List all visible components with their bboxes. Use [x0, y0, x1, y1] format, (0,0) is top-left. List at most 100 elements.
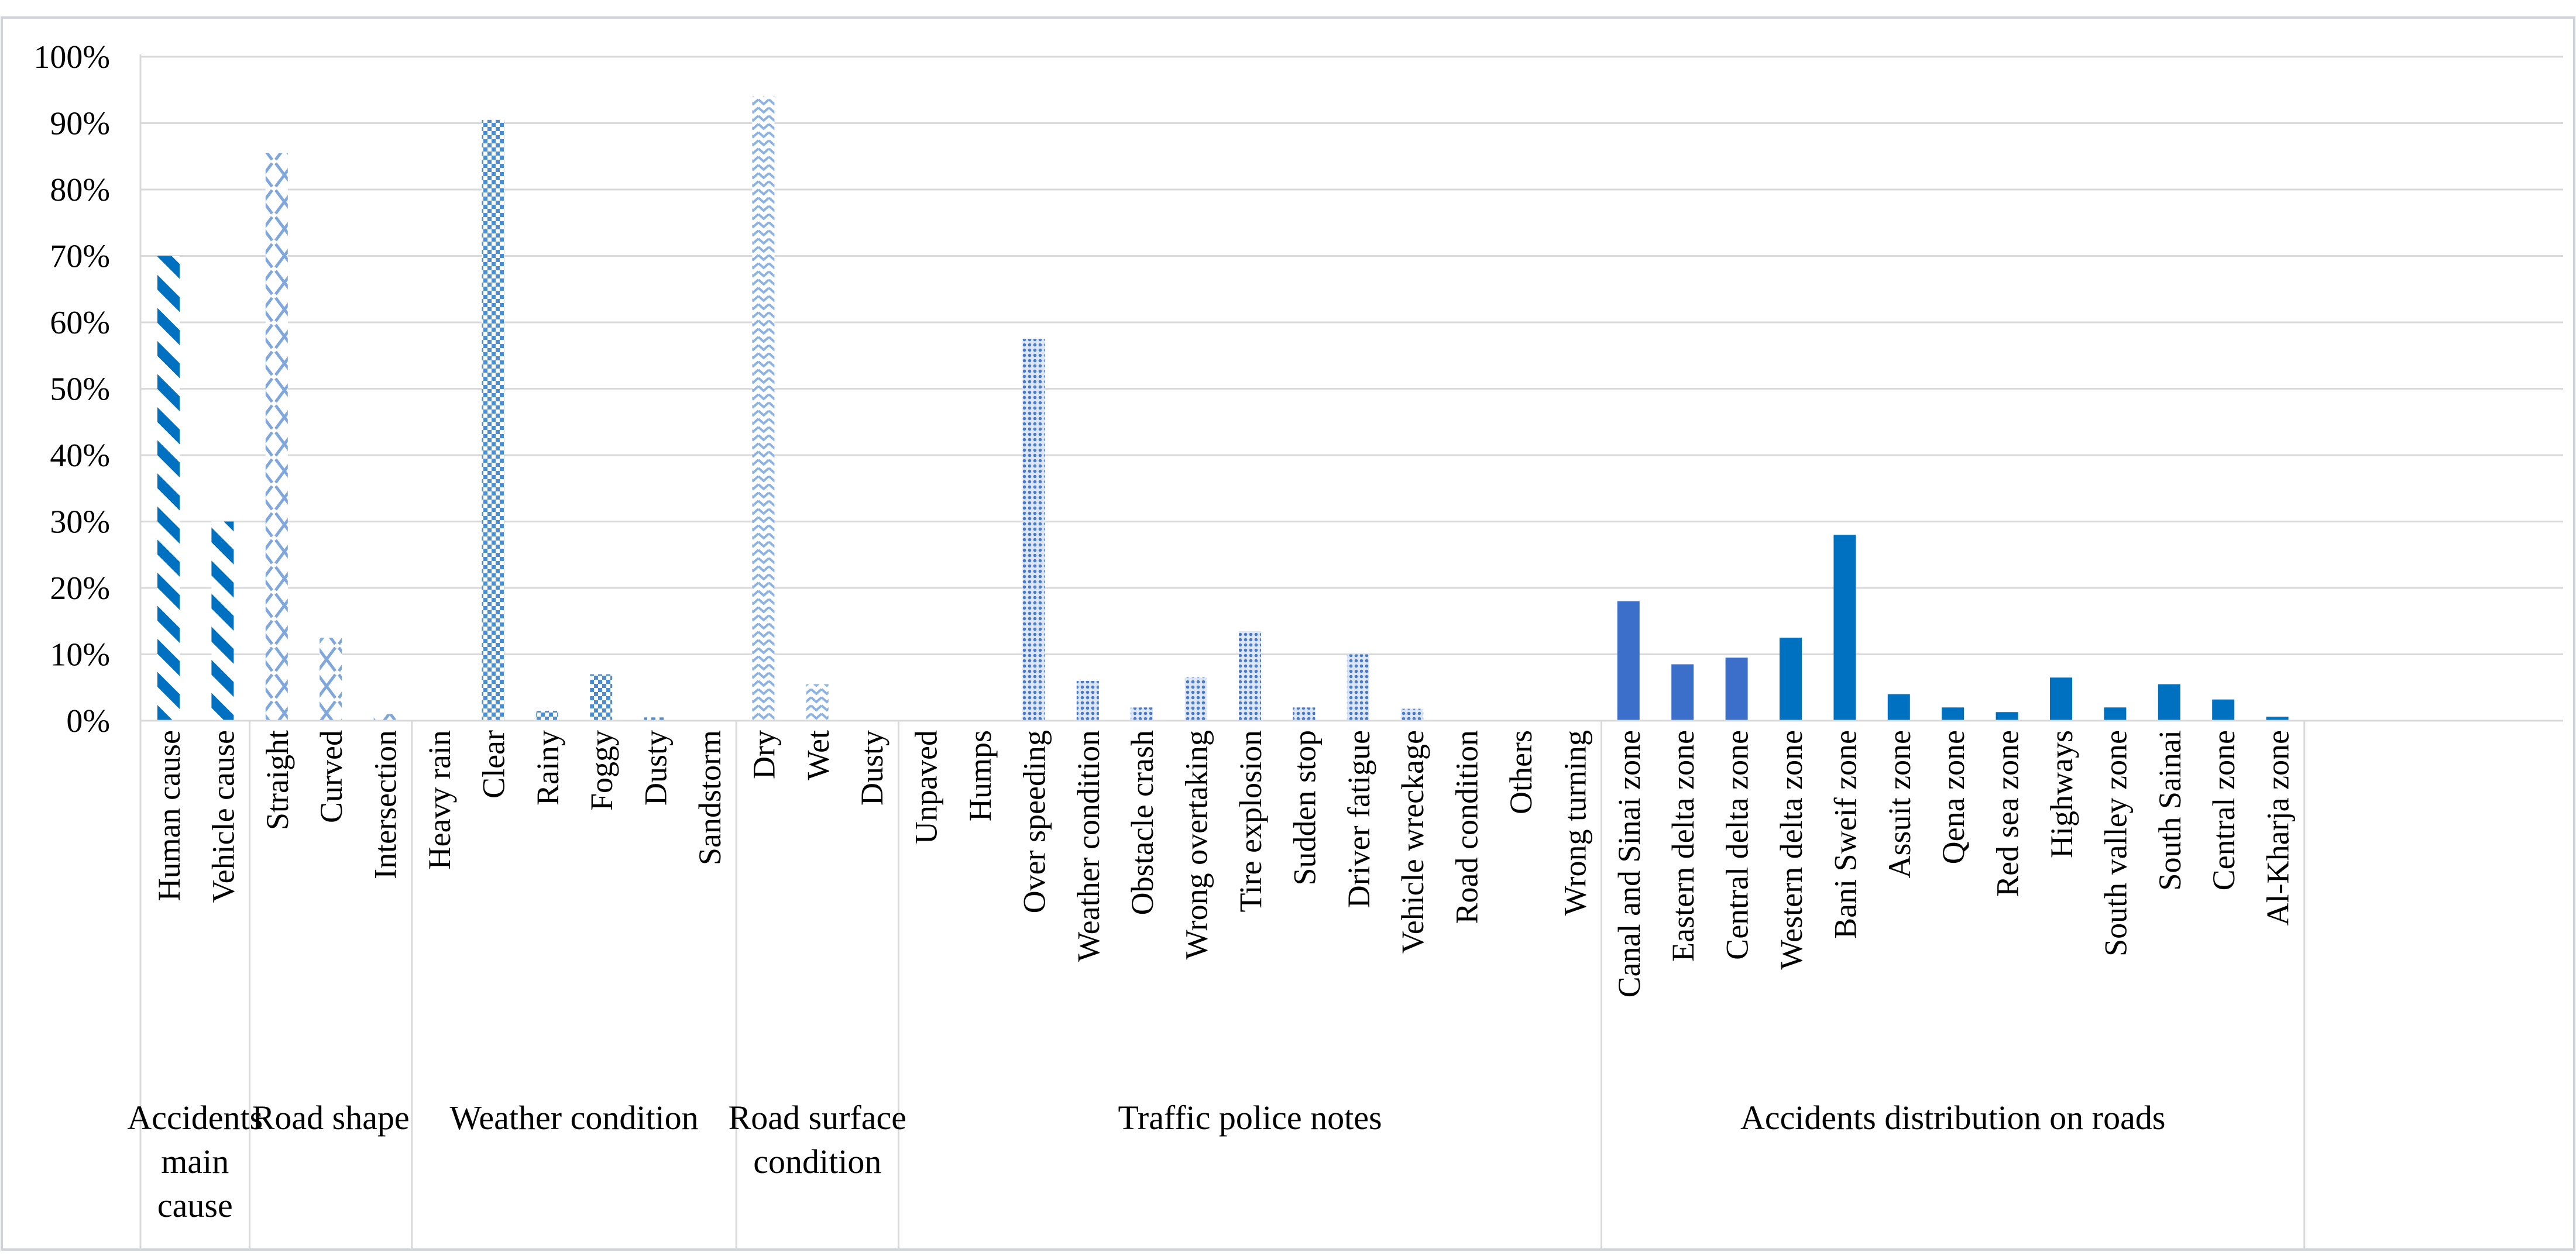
category-label: Highways	[2044, 730, 2079, 858]
bar-eastern-delta-zone	[1671, 664, 1694, 721]
category-label: Over speeding	[1016, 730, 1052, 913]
y-tick-label: 40%	[50, 438, 110, 474]
bar-bani-sweif-zone	[1833, 535, 1856, 721]
group-label: Road surface	[729, 1099, 906, 1137]
bar-curved	[320, 638, 342, 721]
category-label: Wrong overtaking	[1179, 730, 1214, 959]
bar-south-valley-zone	[2104, 707, 2127, 721]
bar-driver-fatigue	[1347, 654, 1369, 721]
category-label: Obstacle crash	[1125, 730, 1160, 915]
bar-vehicle-cause	[211, 521, 234, 721]
group-label: condition	[753, 1143, 881, 1181]
group-label: Accidents distribution on roads	[1740, 1099, 2166, 1137]
category-label: Humps	[963, 730, 998, 821]
bar-assuit-zone	[1887, 694, 1910, 721]
category-label: Dry	[746, 730, 781, 779]
bar-central-delta-zone	[1725, 658, 1748, 721]
category-label: Central delta zone	[1720, 730, 1755, 960]
category-label: Vehicle cause	[205, 730, 241, 903]
bar-wrong-overtaking	[1184, 677, 1207, 721]
bar-foggy	[590, 674, 613, 721]
group-label: cause	[157, 1186, 233, 1224]
category-label: Dusty	[638, 730, 674, 806]
category-label: Qena zone	[1936, 730, 1971, 864]
bar-straight	[265, 153, 288, 721]
y-tick-label: 80%	[50, 172, 110, 208]
bar-clear	[482, 119, 504, 721]
group-label: Accidents	[127, 1099, 263, 1137]
y-axis-ticks: 0% 10% 20% 30% 40% 50% 60% 70% 80% 90% 100%	[33, 39, 110, 739]
category-label: Eastern delta zone	[1665, 730, 1701, 962]
category-label: Driver fatigue	[1341, 730, 1376, 908]
bar-intersection	[373, 714, 396, 721]
bar-dusty	[644, 717, 667, 721]
y-tick-label: 20%	[50, 570, 110, 607]
bar-obstacle-crash	[1131, 707, 1153, 721]
category-label: Assuit zone	[1882, 730, 1917, 878]
category-label: Rainy	[530, 730, 565, 806]
category-labels: Human cause Vehicle cause Straight Curved In…	[152, 730, 2296, 997]
category-label: Sandstorm	[692, 730, 727, 865]
group-label: Traffic police notes	[1118, 1099, 1382, 1137]
bar-dry	[752, 97, 775, 721]
group-label: Weather condition	[449, 1099, 698, 1137]
category-label: Heavy rain	[422, 730, 457, 869]
category-label: Others	[1503, 730, 1538, 814]
category-label: Wet	[801, 730, 836, 780]
bar-western-delta-zone	[1780, 638, 1802, 721]
bar-rainy	[535, 710, 558, 721]
category-label: South Sainai	[2152, 730, 2187, 891]
y-tick-label: 0%	[66, 703, 110, 739]
category-label: Western delta zone	[1774, 730, 1809, 969]
y-tick-label: 10%	[50, 637, 110, 673]
category-label: Canal and Sinai zone	[1612, 730, 1647, 997]
bar-weather-condition	[1076, 680, 1099, 721]
bar-wet	[806, 684, 829, 721]
bar-sudden-stop	[1293, 707, 1316, 721]
category-label: Intersection	[368, 730, 403, 879]
category-label: Weather condition	[1071, 730, 1106, 962]
y-tick-label: 70%	[50, 239, 110, 275]
category-label: Straight	[260, 730, 295, 830]
category-label: Central zone	[2206, 730, 2241, 890]
y-tick-label: 50%	[50, 371, 110, 408]
group-labels: Accidents main cause Road shape Weather cond…	[127, 1099, 2165, 1224]
bar-tire-explosion	[1239, 631, 1261, 721]
y-tick-label: 60%	[50, 305, 110, 341]
bar-highways	[2050, 677, 2072, 721]
category-label: Road condition	[1450, 730, 1485, 924]
chart-frame	[1, 16, 2575, 1251]
category-label: Vehicle wreckage	[1395, 730, 1430, 954]
category-label: Clear	[476, 730, 511, 799]
axes	[139, 54, 2563, 1250]
category-label: Wrong turning	[1557, 730, 1592, 916]
category-label: Dusty	[854, 730, 889, 806]
y-tick-label: 90%	[50, 106, 110, 142]
bar-canal-and-sinai-zone	[1617, 601, 1640, 721]
y-tick-label: 30%	[50, 504, 110, 541]
bar-south-sainai	[2158, 684, 2180, 721]
bars	[157, 97, 2289, 721]
bar-human-cause	[157, 256, 180, 721]
category-label: Human cause	[152, 730, 187, 901]
category-label: Sudden stop	[1287, 730, 1322, 886]
category-label: Foggy	[584, 730, 619, 811]
bar-central-zone	[2212, 699, 2235, 721]
bar-qena-zone	[1942, 707, 1964, 721]
bar-vehicle-wreckage	[1401, 708, 1424, 721]
category-label: Unpaved	[909, 730, 944, 844]
bar-al-kharja-zone	[2266, 717, 2289, 721]
category-label: Al-Kharja zone	[2261, 730, 2296, 925]
gridlines	[140, 56, 2563, 722]
group-label: main	[161, 1143, 229, 1181]
category-label: Curved	[314, 730, 349, 823]
bar-over-speeding	[1022, 339, 1045, 721]
category-label: Red sea zone	[1990, 730, 2025, 897]
category-label: South valley zone	[2098, 730, 2133, 956]
bar-red-sea-zone	[1995, 712, 2018, 721]
y-tick-label: 100%	[33, 39, 110, 75]
group-label: Road shape	[252, 1099, 410, 1137]
category-label: Bani Sweif zone	[1828, 730, 1863, 939]
